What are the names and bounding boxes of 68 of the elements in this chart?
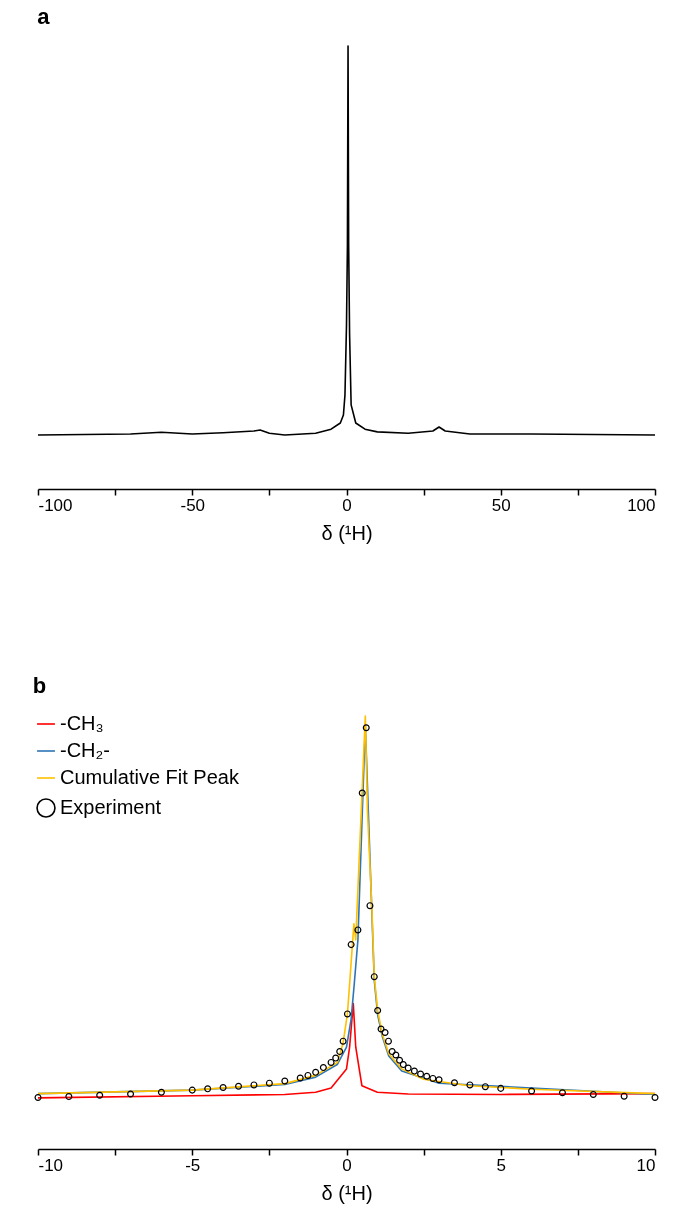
x-tick-label: 100 [627, 495, 656, 515]
point [235, 1082, 243, 1090]
legend-label: Experiment [60, 796, 162, 818]
point [396, 1056, 404, 1064]
point [65, 1093, 73, 1101]
point [404, 1064, 412, 1072]
point [377, 1025, 385, 1033]
x-tick-label: 5 [496, 1155, 506, 1175]
x-tick-label: -10 [38, 1155, 64, 1175]
x-tick-label: -100 [38, 495, 73, 515]
point [651, 1093, 659, 1101]
point [370, 973, 378, 981]
point [34, 1093, 42, 1101]
x-axis-title: δ (¹H) [321, 521, 373, 544]
point [319, 1064, 327, 1072]
point [392, 1051, 400, 1059]
x-tick-label: -5 [185, 1155, 201, 1175]
point [497, 1084, 505, 1092]
point [204, 1085, 212, 1093]
point [399, 1061, 407, 1069]
point [96, 1091, 104, 1099]
point [304, 1071, 312, 1079]
point [384, 1037, 392, 1045]
legend-label: -CH₂- [60, 739, 110, 761]
point [188, 1086, 196, 1094]
point [219, 1084, 227, 1092]
point [589, 1090, 597, 1098]
x-tick-label: 0 [342, 495, 352, 515]
point [620, 1092, 628, 1100]
point [347, 941, 355, 949]
point [336, 1048, 344, 1056]
x-tick-label: 0 [342, 1155, 352, 1175]
point [528, 1087, 536, 1095]
point [127, 1090, 135, 1098]
x-tick-label: 50 [491, 495, 511, 515]
point [435, 1076, 443, 1084]
x-axis-title: δ (¹H) [321, 1181, 373, 1204]
point [343, 1010, 351, 1018]
point [265, 1079, 273, 1087]
point [296, 1074, 304, 1082]
point [332, 1054, 340, 1062]
point [281, 1077, 289, 1085]
legend-label: -CH₃ [60, 712, 104, 734]
x-tick-label: 10 [636, 1155, 656, 1175]
point [354, 926, 362, 934]
point [362, 724, 370, 732]
point [417, 1070, 425, 1078]
x-tick-label: -50 [180, 495, 206, 515]
point [358, 789, 366, 797]
point [157, 1088, 165, 1096]
point [250, 1081, 258, 1089]
chart-title: a [37, 4, 51, 30]
legend-label: Cumulative Fit Peak [60, 766, 240, 788]
point [339, 1037, 347, 1045]
point [558, 1089, 566, 1097]
point [327, 1058, 335, 1066]
point [381, 1029, 389, 1037]
chart-title: b [32, 673, 47, 698]
point [466, 1081, 474, 1089]
point [423, 1072, 431, 1080]
point [312, 1068, 320, 1076]
point [481, 1083, 489, 1091]
point [410, 1067, 418, 1075]
point [388, 1048, 396, 1056]
point [450, 1079, 458, 1087]
point [429, 1074, 437, 1082]
point [366, 902, 374, 910]
point [374, 1006, 382, 1014]
